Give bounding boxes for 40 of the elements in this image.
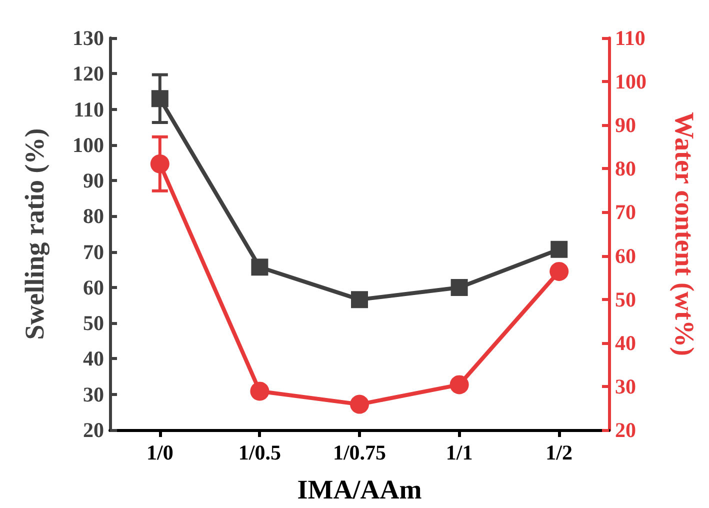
point [351, 291, 368, 308]
x-tick-label: 1/1 [446, 440, 473, 464]
y2-tick-label: 100 [615, 70, 646, 94]
y2-tick-label: 80 [615, 156, 636, 181]
point [450, 375, 469, 394]
y2-tick-label: 90 [615, 113, 636, 138]
y-tick-label: 100 [72, 132, 104, 157]
point [450, 278, 468, 296]
y-tick-label: 110 [74, 97, 104, 122]
point [151, 90, 168, 108]
point [350, 394, 369, 414]
y-tick-label: 20 [83, 418, 104, 442]
point [250, 382, 270, 401]
x-tick-label: 1/0.5 [238, 440, 281, 464]
y-tick-label: 60 [83, 275, 104, 300]
x-tick-label: 1/2 [546, 440, 573, 464]
y-tick-label: 30 [83, 382, 104, 406]
point [150, 154, 170, 174]
y-tick-label: 90 [83, 168, 104, 193]
x-tick-label: 1/0.75 [332, 440, 386, 464]
y2-tick-label: 20 [615, 418, 636, 442]
y2-axis-title: Water content (wt%) [670, 112, 700, 356]
y-tick-label: 70 [83, 240, 104, 264]
x-tick-label: 1/0 [146, 440, 174, 464]
y2-tick-label: 40 [615, 330, 636, 355]
y2-tick-label: 110 [615, 26, 646, 50]
y2-tick-label: 30 [615, 374, 636, 398]
y2-tick-label: 50 [615, 287, 636, 312]
y-tick-label: 40 [83, 346, 104, 371]
x-axis-title: IMA/AAm [297, 474, 422, 504]
y2-tick-label: 60 [615, 244, 636, 268]
y-tick-label: 130 [72, 26, 104, 50]
y-tick-label: 50 [83, 311, 104, 336]
point [251, 258, 268, 276]
y-tick-label: 120 [72, 62, 104, 86]
y-axis-title: Swelling ratio (%) [20, 128, 50, 340]
point [550, 240, 568, 258]
point [550, 262, 569, 281]
y-tick-label: 80 [83, 204, 104, 228]
y2-tick-label: 70 [615, 200, 636, 224]
